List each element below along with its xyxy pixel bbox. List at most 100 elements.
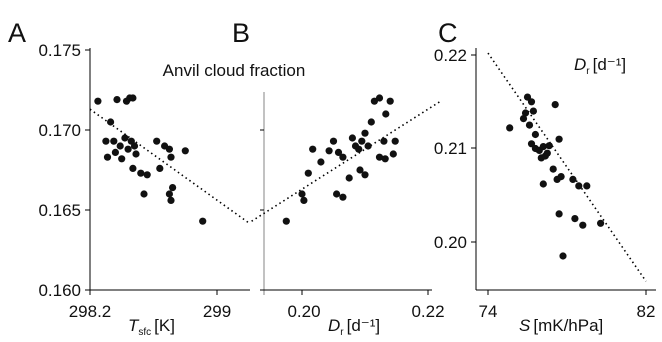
panel-c-point-29 [597,219,605,227]
panel-a-point-19 [143,171,151,179]
panel-b-point-15 [355,145,363,153]
panel-c-point-5 [527,98,536,106]
panel-b-point-6 [317,158,325,166]
panel-a-points [94,94,207,225]
panel-c-point-6 [529,107,538,115]
panel-c-point-17 [551,101,559,109]
panel-c-point-12 [539,143,547,151]
panel-b-point-8 [329,137,338,145]
panel-c-point-25 [583,182,591,190]
panel-b-point-12 [339,193,347,201]
panel-c-point-22 [539,180,547,188]
panel-c-annotation-subscript: r [586,66,590,77]
panel-c-annotation-symbol: D [574,55,586,74]
panel-b-point-19 [356,166,364,174]
panel-b-point-5 [309,145,317,153]
panel-c-x-title-unit: [mK/hPa] [533,316,603,335]
panel-b-point-24 [382,110,390,118]
panel-c-point-2 [519,115,528,123]
panel-c-fit-line [487,52,647,282]
panel-a-x-title-symbol: T [128,316,140,335]
panel-a-point-31 [199,217,207,225]
panel-a-point-6 [107,118,115,126]
panel-a-ytick-label-1: 0.160 [38,281,81,300]
panel-a: 0.160 0.165 0.170 0.175 298.2 299 Tsfc [K… [38,41,250,338]
panel-c-point-21 [557,173,565,181]
panel-a-point-25 [167,153,175,161]
panel-b-x-title-subscript: r [340,327,344,338]
panel-c-point-4 [523,93,532,101]
panel-a-point-20 [129,164,137,172]
panel-letter-c: C [438,18,458,48]
panel-c-point-19 [549,165,557,173]
panel-b-xtick-label-2: 0.22 [411,302,444,321]
panel-c-point-3 [521,109,530,117]
panel-b-point-30 [391,137,399,145]
panel-b-x-title: Dr [d⁻¹] [328,316,380,338]
panel-b: Anvil cloud fraction 0.20 0.22 Dr [d⁻¹] [163,61,445,338]
panel-a-point-14 [103,153,112,161]
panel-a-point-12 [124,145,132,153]
panel-a-fit-line [89,108,250,224]
panel-a-xtick-label-1: 298.2 [69,302,112,321]
panel-c-point-24 [575,182,583,190]
panel-a-point-26 [156,164,164,172]
panel-c-point-23 [569,175,577,183]
panel-b-point-10 [339,153,347,161]
panel-c-ytick-label-3: 0.22 [434,46,467,65]
panel-b-fit-line [251,100,442,222]
panel-b-points [282,94,399,225]
panel-b-point-7 [325,147,333,155]
panel-c-xtick-label-2: 82 [637,302,656,321]
panel-a-point-18 [137,169,145,177]
panel-a-ytick-label-4: 0.175 [38,41,81,60]
panel-b-point-20 [361,171,369,179]
panel-b-point-31 [345,174,353,182]
panel-b-xtick-label-1: 0.20 [287,302,320,321]
panel-a-point-10 [116,142,124,150]
panel-b-point-25 [386,97,394,105]
panel-b-point-11 [333,190,341,198]
panel-b-point-21 [367,118,375,126]
panel-a-point-5 [122,97,131,105]
panel-b-point-17 [361,129,369,137]
panel-a-point-9 [121,134,129,142]
panel-a-x-title: Tsfc [K] [128,316,175,338]
panel-c-points [506,93,605,260]
panel-c: 0.20 0.21 0.22 74 82 Dr [d⁻¹] S [mK/hPa] [434,46,656,335]
panel-letter-b: B [232,18,250,48]
panel-b-point-27 [375,153,384,161]
panel-c-point-26 [555,210,563,218]
panel-b-point-23 [375,94,384,102]
panel-b-point-18 [364,142,372,150]
panel-c-point-30 [559,252,567,260]
panel-letter-a: A [8,18,26,48]
panel-c-x-title-symbol: S [519,316,531,335]
panel-a-point-7 [102,137,110,145]
panel-b-point-1 [282,217,290,225]
panel-c-point-16 [545,142,553,150]
panel-c-point-1 [506,124,514,132]
panel-b-title: Anvil cloud fraction [163,61,306,80]
panel-a-point-1 [94,97,102,105]
panel-b-point-3 [300,196,308,204]
panel-b-point-29 [389,150,397,158]
panel-b-point-13 [348,134,356,142]
panel-a-ytick-label-3: 0.170 [38,121,81,140]
panel-c-point-18 [555,135,563,143]
panel-b-point-4 [304,169,312,177]
panel-b-point-28 [381,155,389,163]
panel-a-point-21 [153,137,161,145]
panel-b-point-16 [358,137,366,145]
panel-c-point-28 [579,221,587,229]
panel-c-point-7 [525,121,534,129]
panel-c-x-title: S [mK/hPa] [519,316,603,335]
panel-b-point-26 [380,137,388,145]
panel-c-ytick-label-1: 0.20 [434,233,467,252]
panel-a-point-23 [165,145,173,153]
panel-c-point-15 [543,149,551,157]
panel-a-x-title-subscript: sfc [138,327,151,338]
panel-c-point-8 [531,130,540,139]
panel-c-annotation-unit: [d⁻¹] [593,55,627,74]
